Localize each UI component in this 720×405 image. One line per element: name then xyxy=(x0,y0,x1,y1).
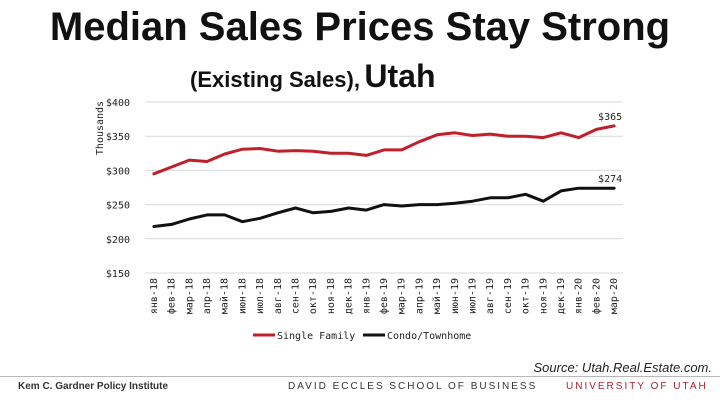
y-tick-label: $150 xyxy=(106,269,130,280)
x-tick-label: апр-18 xyxy=(202,278,213,314)
x-tick-label: авг-18 xyxy=(273,278,284,314)
x-tick-label: мар-20 xyxy=(609,278,620,314)
chart-subtitle: (Existing Sales), Utah xyxy=(190,58,436,95)
x-tick-label: мар-18 xyxy=(184,278,195,314)
y-tick-label: $400 xyxy=(106,98,130,109)
x-tick-label: апр-19 xyxy=(414,278,425,314)
x-tick-label: фев-18 xyxy=(166,278,178,314)
legend-label: Single Family xyxy=(277,331,355,342)
x-tick-label: май-18 xyxy=(219,278,231,314)
subtitle-main: (Existing Sales), xyxy=(190,67,360,92)
x-tick-label: сен-18 xyxy=(290,278,301,314)
x-tick-label: сен-19 xyxy=(503,278,514,314)
x-tick-label: фев-20 xyxy=(590,278,602,314)
x-tick-label: ноя-19 xyxy=(538,278,549,314)
x-tick-label: июн-18 xyxy=(237,278,248,314)
end-value-label: $365 xyxy=(598,112,622,123)
series-line-condo-townhome xyxy=(152,186,616,228)
x-tick-label: фев-19 xyxy=(378,278,390,314)
x-tick-label: июл-18 xyxy=(255,278,266,314)
end-value-label: $274 xyxy=(598,174,622,185)
y-tick-label: $300 xyxy=(106,166,130,177)
x-tick-label: авг-19 xyxy=(485,278,496,314)
x-tick-label: ноя-18 xyxy=(326,278,337,314)
series-line-single-family xyxy=(152,124,616,176)
footer-divider xyxy=(0,376,720,377)
x-tick-label: янв-20 xyxy=(574,278,585,314)
x-tick-label: мар-19 xyxy=(397,278,408,314)
legend: Single Family Condo/Townhome xyxy=(253,331,471,342)
chart-title: Median Sales Prices Stay Strong xyxy=(49,5,671,49)
x-tick-label: янв-19 xyxy=(361,278,372,314)
y-tick-label: $250 xyxy=(106,201,130,212)
x-tick-label: дек-18 xyxy=(344,278,355,314)
subtitle-state: Utah xyxy=(364,58,436,94)
y-tick-label: $200 xyxy=(106,235,130,246)
x-tick-label: июл-19 xyxy=(468,278,479,314)
university-name: UNIVERSITY OF UTAH xyxy=(566,381,708,392)
y-axis-label: Thousands xyxy=(95,101,106,155)
series-lines xyxy=(152,124,616,228)
x-tick-label: май-19 xyxy=(431,278,443,314)
source-note: Source: Utah.Real.Estate.com. xyxy=(533,360,712,375)
x-tick-label: янв-18 xyxy=(149,278,160,314)
y-axis: $150 $200 $250 $300 $350 $400 xyxy=(106,98,130,280)
end-labels: $365 $274 xyxy=(598,112,622,185)
grid-lines xyxy=(145,101,623,274)
x-tick-label: окт-18 xyxy=(308,278,319,314)
line-chart: $150 $200 $250 $300 $350 $400 Thousands янв-1… xyxy=(95,98,623,342)
x-axis: янв-18 фев-18 мар-18 апр-18 май-18 июн-18 июл-… xyxy=(149,278,620,314)
x-tick-label: июн-19 xyxy=(450,278,461,314)
institute-name: Kem C. Gardner Policy Institute xyxy=(18,381,169,392)
legend-label: Condo/Townhome xyxy=(387,331,471,342)
school-name: DAVID ECCLES SCHOOL OF BUSINESS xyxy=(288,381,538,392)
x-tick-label: дек-19 xyxy=(556,278,567,314)
y-tick-label: $350 xyxy=(106,132,130,143)
x-tick-label: окт-19 xyxy=(521,278,532,314)
